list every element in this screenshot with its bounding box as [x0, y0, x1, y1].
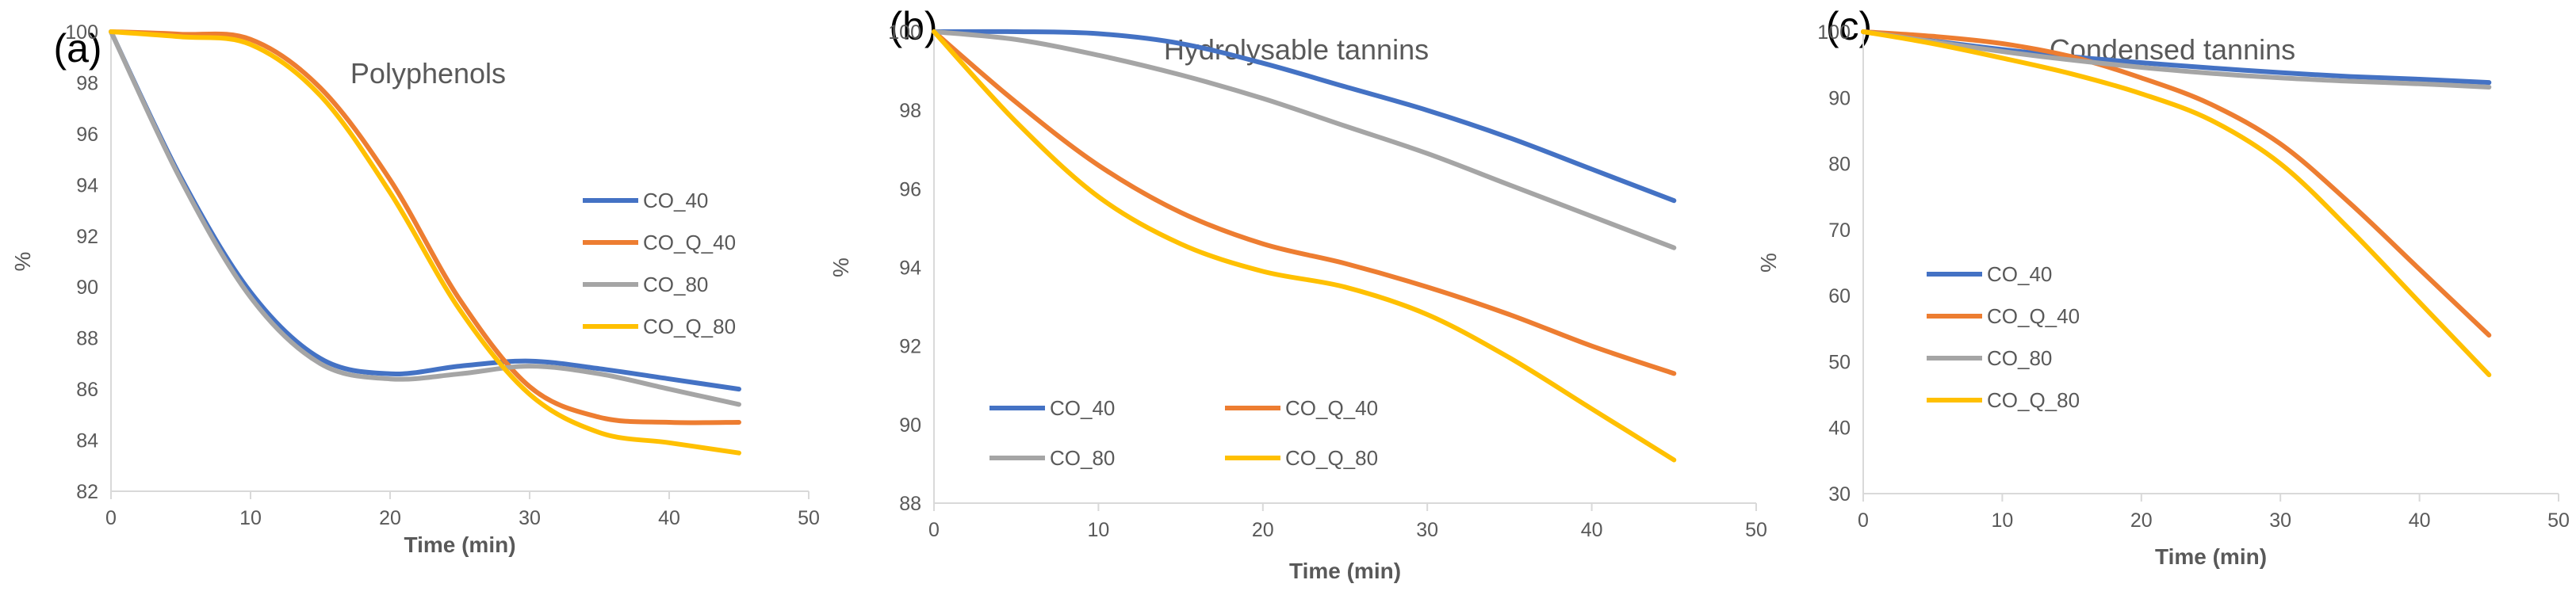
series-line-co-q-80	[932, 29, 1677, 463]
y-tick-label: 88	[899, 493, 921, 515]
y-tick-label: 92	[76, 226, 98, 248]
panel-label: (b)	[889, 4, 937, 48]
chart-panel-1: (a) Polyphenols 82 84 86 88 90 92 94 96 98 100 0 10 20…	[10, 21, 820, 557]
x-tick-label: 40	[658, 507, 680, 529]
y-axis-label: %	[1756, 253, 1781, 273]
y-tick-label: 94	[76, 174, 98, 196]
series-line-co-80	[932, 29, 1677, 250]
legend-label: CO_Q_80	[643, 315, 736, 338]
y-tick-label: 80	[1828, 154, 1851, 176]
x-tick-label: 30	[519, 507, 541, 529]
legend-label: CO_40	[643, 189, 708, 212]
x-axis-label: Time (min)	[1289, 559, 1401, 583]
x-tick-label: 10	[239, 507, 262, 529]
y-tick-label: 100	[65, 21, 98, 44]
y-tick-label: 92	[899, 336, 921, 358]
series-line-co-q-40	[1861, 29, 2492, 338]
y-tick-label: 82	[76, 481, 98, 503]
x-tick-label: 0	[928, 519, 940, 541]
y-tick-label: 94	[899, 258, 921, 280]
series-line-co-80	[1861, 29, 2492, 90]
panel-label: (c)	[1826, 4, 1872, 48]
series-line-co-80	[109, 29, 741, 407]
y-tick-label: 90	[76, 277, 98, 299]
y-axis-label: %	[10, 252, 35, 272]
series-line-co-q-40	[109, 29, 741, 425]
legend-label: CO_80	[1987, 346, 2052, 370]
x-tick-label: 50	[2547, 509, 2570, 532]
x-tick-label: 10	[1991, 509, 2013, 532]
y-tick-label: 88	[76, 328, 98, 350]
panel-label: (a)	[53, 26, 101, 71]
legend-label: CO_Q_80	[1285, 446, 1378, 470]
y-tick-label: 30	[1828, 483, 1851, 506]
y-tick-label: 84	[76, 430, 98, 452]
x-tick-label: 10	[1087, 519, 1109, 541]
legend-label: CO_Q_40	[1987, 304, 2080, 328]
y-tick-label: 60	[1828, 285, 1851, 307]
x-tick-label: 30	[2269, 509, 2291, 532]
y-tick-label: 100	[888, 21, 921, 44]
x-axis-label: Time (min)	[2155, 544, 2267, 569]
y-axis-label: %	[829, 258, 853, 277]
y-tick-label: 90	[1828, 87, 1851, 109]
legend-label: CO_80	[1050, 446, 1115, 470]
x-axis-label: Time (min)	[404, 532, 515, 557]
y-tick-label: 98	[76, 72, 98, 94]
legend-label: CO_80	[643, 273, 708, 296]
series-line-co-q-80	[109, 29, 741, 456]
x-tick-label: 50	[798, 507, 820, 529]
legend-label: CO_Q_80	[1987, 388, 2080, 412]
y-tick-label: 96	[899, 178, 921, 200]
y-tick-label: 96	[76, 124, 98, 146]
y-tick-label: 86	[76, 379, 98, 401]
y-tick-label: 98	[899, 100, 921, 122]
legend: CO_40 CO_Q_40 CO_80 CO_Q_80	[1927, 262, 2080, 412]
x-tick-label: 30	[1416, 519, 1438, 541]
series-line-co-40	[932, 29, 1677, 204]
legend: CO_40 CO_Q_40 CO_80 CO_Q_80	[583, 189, 736, 338]
legend: CO_40 CO_Q_40 CO_80 CO_Q_80	[989, 396, 1378, 470]
series-line-co-q-80	[1861, 29, 2492, 378]
legend-label: CO_40	[1987, 262, 2052, 286]
y-tick-label: 100	[1817, 21, 1851, 44]
legend-label: CO_40	[1050, 396, 1115, 420]
y-tick-label: 40	[1828, 418, 1851, 440]
y-tick-label: 90	[899, 414, 921, 437]
series-line-co-q-40	[932, 29, 1677, 376]
legend-label: CO_Q_40	[1285, 396, 1378, 420]
y-tick-label: 70	[1828, 219, 1851, 242]
x-tick-label: 0	[1858, 509, 1869, 532]
y-tick-label: 50	[1828, 351, 1851, 373]
chart-title: Polyphenols	[350, 57, 506, 90]
x-tick-label: 20	[2130, 509, 2153, 532]
x-tick-label: 40	[2409, 509, 2431, 532]
x-tick-label: 50	[1745, 519, 1767, 541]
x-tick-label: 20	[1252, 519, 1274, 541]
legend-label: CO_Q_40	[643, 231, 736, 254]
x-tick-label: 20	[379, 507, 401, 529]
x-tick-label: 40	[1581, 519, 1603, 541]
x-tick-label: 0	[105, 507, 117, 529]
